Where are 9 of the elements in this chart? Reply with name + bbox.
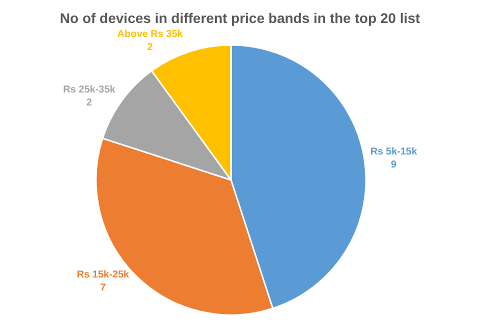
slice-label: Rs 5k-15k (370, 146, 418, 158)
chart-title: No of devices in different price bands in the top 20 list (60, 10, 420, 26)
slice-label: Above Rs 35k (117, 28, 184, 40)
slice-label: Rs 25k-35k (63, 84, 116, 96)
data-label: 2 (147, 42, 154, 53)
slice-label: Rs 15k-25k (76, 269, 130, 280)
data-label: 9 (390, 160, 397, 171)
data-label: 7 (100, 282, 106, 294)
data-label: 2 (86, 98, 92, 109)
